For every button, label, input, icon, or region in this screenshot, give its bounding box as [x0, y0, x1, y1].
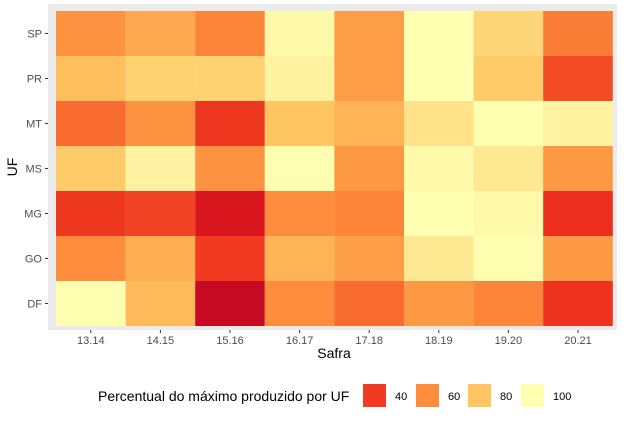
- y-tick-label: SP: [27, 29, 42, 41]
- heatmap-cell-pr-17-18: [334, 56, 404, 101]
- x-axis-ticks: 13.14 14.15 15.16 16.17 17.18 18.19 19.20 20.21: [77, 330, 592, 347]
- y-tick-label: MT: [26, 119, 42, 131]
- heatmap-cell-pr-14-15: [125, 56, 196, 101]
- heatmap-cell-mt-15-16: [195, 101, 265, 146]
- heatmap-cell-pr-18-19: [404, 56, 474, 101]
- y-tick-label: MS: [26, 164, 43, 176]
- heatmap-cell-ms-13-14: [56, 146, 126, 191]
- heatmap-cell-mt-13-14: [56, 101, 126, 146]
- heatmap-cell-sp-13-14: [56, 11, 126, 56]
- legend: Percentual do máximo produzido por UF 40…: [98, 384, 571, 407]
- x-axis-title: Safra: [317, 345, 351, 361]
- x-tick-label: 15.16: [216, 335, 244, 347]
- heatmap-cell-pr-20-21: [543, 56, 613, 101]
- heatmap-cell-mg-15-16: [195, 191, 265, 236]
- x-tick-label: 17.18: [355, 335, 383, 347]
- heatmap-cell-mg-13-14: [56, 191, 126, 236]
- heatmap-cell-ms-16-17: [264, 146, 335, 191]
- heatmap-cell-go-15-16: [195, 236, 265, 281]
- legend-key-swatch: [416, 384, 439, 407]
- x-tick-label: 20.21: [564, 335, 592, 347]
- heatmap-cell-mt-16-17: [264, 101, 335, 146]
- heatmap-cell-ms-19-20: [473, 146, 544, 191]
- heatmap-cell-go-13-14: [56, 236, 126, 281]
- heatmap-cell-df-19-20: [473, 281, 544, 326]
- heatmap-cells: [56, 11, 613, 326]
- heatmap-cell-go-19-20: [473, 236, 544, 281]
- heatmap-cell-mt-18-19: [404, 101, 474, 146]
- x-tick-label: 18.19: [425, 335, 453, 347]
- heatmap-cell-mt-14-15: [125, 101, 196, 146]
- heatmap-cell-mg-14-15: [125, 191, 196, 236]
- heatmap-cell-pr-13-14: [56, 56, 126, 101]
- heatmap-cell-mg-17-18: [334, 191, 404, 236]
- legend-key-swatch: [521, 384, 544, 407]
- y-tick-label: GO: [25, 254, 43, 266]
- heatmap-cell-df-15-16: [195, 281, 265, 326]
- y-axis-title: UF: [4, 158, 20, 177]
- heatmap-cell-df-18-19: [404, 281, 474, 326]
- heatmap-cell-mt-20-21: [543, 101, 613, 146]
- heatmap-cell-sp-15-16: [195, 11, 265, 56]
- heatmap-cell-ms-18-19: [404, 146, 474, 191]
- heatmap-cell-pr-16-17: [264, 56, 335, 101]
- heatmap-cell-mg-16-17: [264, 191, 335, 236]
- heatmap-cell-sp-14-15: [125, 11, 196, 56]
- heatmap-cell-ms-15-16: [195, 146, 265, 191]
- heatmap-cell-df-14-15: [125, 281, 196, 326]
- heatmap-cell-sp-18-19: [404, 11, 474, 56]
- legend-key-label: 40: [395, 391, 407, 403]
- y-tick-label: DF: [27, 299, 42, 311]
- x-tick-label: 13.14: [77, 335, 105, 347]
- legend-key-swatch: [363, 384, 386, 407]
- legend-keys: 40 60 80 100: [363, 384, 571, 407]
- x-tick-label: 19.20: [495, 335, 523, 347]
- heatmap-cell-sp-17-18: [334, 11, 404, 56]
- heatmap-cell-ms-14-15: [125, 146, 196, 191]
- heatmap-cell-df-13-14: [56, 281, 126, 326]
- heatmap-cell-sp-19-20: [473, 11, 544, 56]
- y-tick-label: MG: [24, 209, 42, 221]
- heatmap-cell-go-18-19: [404, 236, 474, 281]
- heatmap-cell-ms-20-21: [543, 146, 613, 191]
- legend-key-label: 100: [553, 391, 571, 403]
- heatmap-cell-ms-17-18: [334, 146, 404, 191]
- x-tick-label: 14.15: [147, 335, 175, 347]
- heatmap-cell-mg-20-21: [543, 191, 613, 236]
- legend-title: Percentual do máximo produzido por UF: [98, 388, 349, 404]
- heatmap-cell-pr-19-20: [473, 56, 544, 101]
- heatmap-cell-go-16-17: [264, 236, 335, 281]
- heatmap-cell-mt-19-20: [473, 101, 544, 146]
- y-tick-label: PR: [27, 74, 42, 86]
- heatmap-cell-go-14-15: [125, 236, 196, 281]
- legend-key-label: 80: [500, 391, 512, 403]
- legend-key-label: 60: [448, 391, 460, 403]
- heatmap-cell-mg-18-19: [404, 191, 474, 236]
- heatmap-cell-df-16-17: [264, 281, 335, 326]
- heatmap-cell-pr-15-16: [195, 56, 265, 101]
- heatmap-cell-sp-20-21: [543, 11, 613, 56]
- heatmap-cell-df-20-21: [543, 281, 613, 326]
- heatmap-cell-df-17-18: [334, 281, 404, 326]
- x-tick-label: 16.17: [286, 335, 314, 347]
- legend-key-swatch: [468, 384, 491, 407]
- heatmap-cell-mt-17-18: [334, 101, 404, 146]
- heatmap-cell-go-17-18: [334, 236, 404, 281]
- heatmap-cell-mg-19-20: [473, 191, 544, 236]
- heatmap-cell-go-20-21: [543, 236, 613, 281]
- heatmap-cell-sp-16-17: [264, 11, 335, 56]
- y-axis-ticks: SP PR MT MS MG GO DF: [24, 29, 48, 311]
